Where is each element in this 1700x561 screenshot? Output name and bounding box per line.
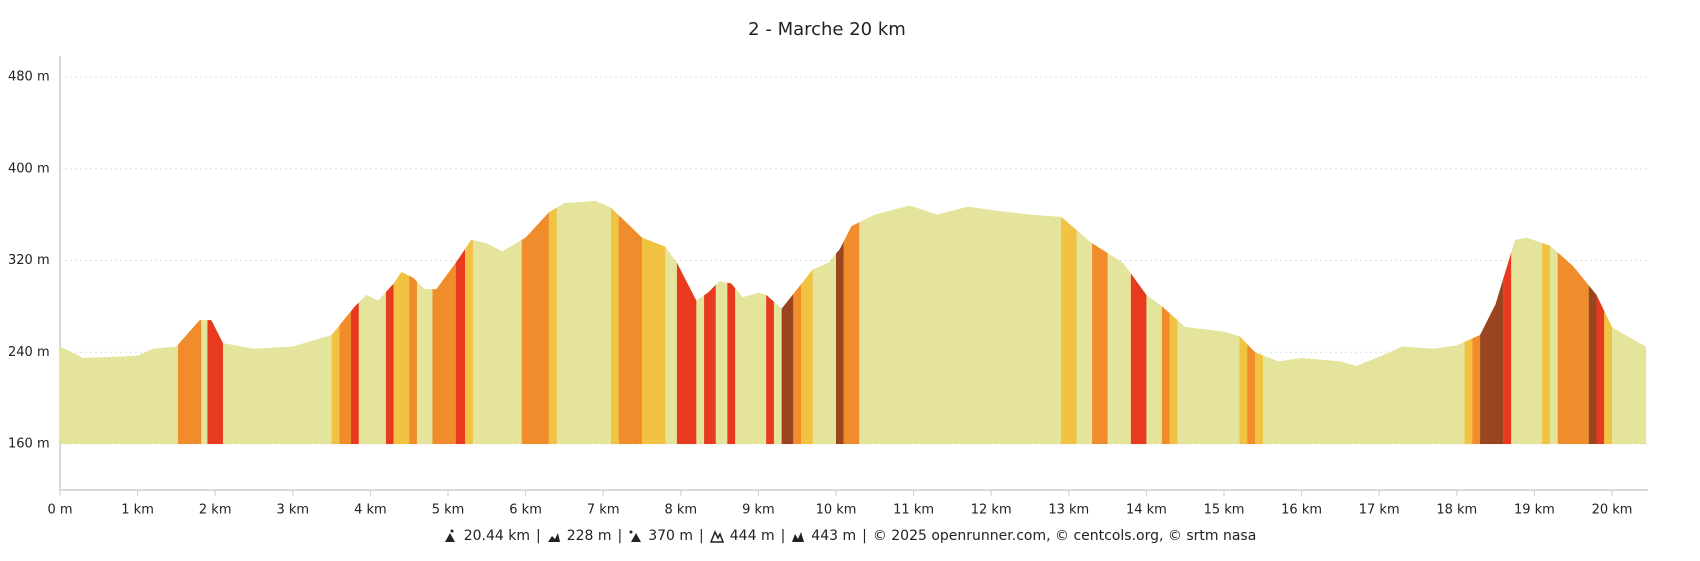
slope-segment [766, 200, 774, 444]
slope-segment [385, 200, 394, 444]
x-tick-label: 5 km [432, 503, 465, 518]
x-tick-label: 9 km [742, 503, 775, 518]
slope-segment [351, 200, 359, 444]
slope-segment [618, 200, 642, 444]
slope-segment [1092, 200, 1108, 444]
x-tick-label: 16 km [1281, 503, 1322, 518]
chart-title: 2 - Marche 20 km [748, 19, 906, 40]
icon [792, 532, 805, 542]
x-tick-label: 10 km [816, 503, 857, 518]
stat: 20.44 km [463, 528, 530, 544]
x-tick-label: 4 km [354, 503, 387, 518]
slope-segment [610, 200, 619, 444]
x-tick-label: 7 km [587, 503, 620, 518]
slope-segment [455, 200, 466, 444]
separator: | [862, 528, 867, 544]
slope-segment [704, 200, 716, 444]
slope-segment [339, 200, 351, 444]
icon [709, 530, 724, 543]
stat: 370 m [648, 528, 694, 544]
separator: | [617, 528, 623, 544]
y-tick-label: 240 m [8, 345, 50, 360]
icon [547, 533, 560, 542]
y-tick-label: 400 m [8, 161, 50, 176]
slope-segment [727, 200, 736, 444]
slope-segment [1464, 200, 1473, 444]
slope-segment [836, 200, 844, 444]
separator: | [699, 528, 704, 544]
stat: 443 m [811, 528, 857, 544]
slope-segment [1130, 200, 1147, 444]
slope-segment [465, 200, 473, 444]
slope-segment [1480, 200, 1504, 444]
slope-segment [1161, 200, 1170, 444]
x-tick-label: 0 m [47, 503, 72, 518]
icon [629, 530, 642, 542]
slope-segment [1247, 200, 1256, 444]
x-tick-label: 11 km [893, 503, 934, 518]
x-tick-label: 6 km [509, 503, 542, 518]
slope-segment [1604, 200, 1612, 444]
separator: | [780, 528, 786, 544]
slope-segment [1557, 200, 1589, 444]
slope-segment [1169, 200, 1178, 444]
x-tick-label: 8 km [664, 503, 697, 518]
y-tick-label: 160 m [8, 437, 50, 452]
x-tick-label: 13 km [1048, 503, 1089, 518]
slope-segment [793, 200, 802, 444]
chart: 2 - Marche 20 km 160 m 240 m 320 m 400 m 480… [8, 19, 1648, 518]
footer: 20.44 km | 228 m | 370 m | 444 m | 443 m… [0, 528, 1700, 544]
x-tick-label: 18 km [1436, 503, 1477, 518]
stat: 228 m [566, 528, 612, 544]
slope-segment [177, 200, 202, 444]
icon [444, 529, 455, 542]
x-tick-label: 14 km [1126, 503, 1167, 518]
slope-segment [1255, 200, 1263, 444]
stat: 444 m [729, 528, 775, 544]
x-tick-label: 12 km [971, 503, 1012, 518]
slope-segment [409, 200, 417, 444]
x-tick-label: 1 km [121, 503, 154, 518]
x-tick-label: 19 km [1514, 503, 1555, 518]
x-tick-label: 3 km [276, 503, 309, 518]
slope-segment [1239, 200, 1248, 444]
slope-segment [801, 200, 813, 444]
x-tick-label: 20 km [1592, 503, 1633, 518]
slope-segment [642, 200, 666, 444]
slope-segment [676, 200, 697, 444]
slope-segment [1588, 200, 1597, 444]
y-tick-label: 320 m [8, 253, 50, 268]
credits: © 2025 openrunner.com, © centcols.org, ©… [872, 528, 1257, 544]
slope-segment [393, 200, 410, 444]
slope-segment [1542, 200, 1550, 444]
slope-segment [1503, 200, 1512, 444]
slope-segment [331, 200, 340, 444]
slope-segment [432, 200, 456, 444]
y-tick-label: 480 m [8, 70, 50, 85]
slope-segment [1596, 200, 1605, 444]
slope-segment [843, 200, 860, 444]
slope-segment [548, 200, 557, 444]
slope-segment [1472, 200, 1481, 444]
x-tick-label: 2 km [199, 503, 232, 518]
slope-segment [781, 200, 794, 444]
x-tick-label: 15 km [1204, 503, 1245, 518]
slope-segment [1061, 200, 1077, 444]
separator: | [535, 528, 541, 544]
slope-segment [521, 200, 549, 444]
slope-segment [207, 200, 223, 444]
x-tick-label: 17 km [1359, 503, 1400, 518]
